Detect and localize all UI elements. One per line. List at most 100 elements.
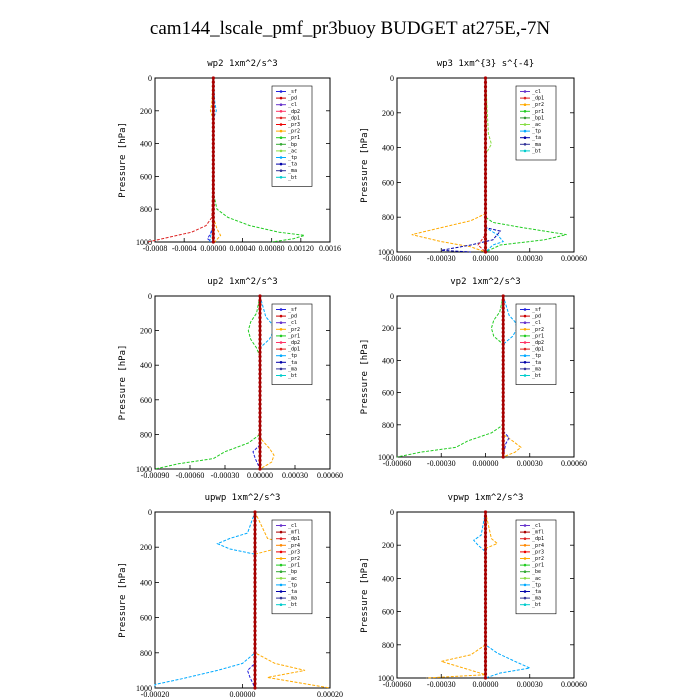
series-marker [211, 158, 215, 162]
series-marker [253, 532, 257, 536]
series-marker [501, 330, 505, 334]
legend-marker [279, 321, 283, 325]
y-tick-label: 0 [148, 508, 152, 517]
series-marker [211, 105, 215, 109]
series-marker [483, 150, 488, 154]
legend-entry: _pd [288, 314, 297, 320]
series-marker [501, 306, 505, 310]
series-marker [483, 119, 488, 124]
series-marker [483, 668, 488, 672]
y-axis-label: Pressure [hPa] [118, 562, 128, 638]
series-marker [501, 362, 505, 367]
series-marker [501, 342, 505, 346]
series-marker [258, 354, 262, 359]
series-marker [483, 233, 488, 237]
y-tick-label: 600 [140, 396, 152, 405]
legend-entry: _ta [532, 360, 541, 366]
y-tick-label: 1000 [136, 465, 152, 474]
series-marker [483, 215, 488, 219]
series-marker [253, 668, 257, 673]
series-marker [483, 518, 488, 522]
y-axis-label: Pressure [hPa] [360, 557, 370, 633]
series-marker [211, 203, 215, 207]
legend-marker [279, 530, 283, 534]
legend-marker [279, 596, 283, 600]
series-marker [211, 228, 215, 232]
series-marker [211, 88, 215, 92]
series-marker [501, 407, 505, 411]
series-marker [258, 458, 262, 462]
series-marker [483, 250, 488, 254]
y-tick-label: 200 [382, 324, 394, 333]
series-marker [253, 624, 257, 629]
legend-entry: _dp1 [532, 347, 544, 353]
series-marker [211, 232, 215, 236]
legend-marker [523, 374, 527, 377]
series-marker [253, 585, 257, 589]
series-marker [253, 558, 257, 563]
legend-entry: _ac [288, 148, 297, 154]
series-marker [483, 167, 488, 171]
series-marker [501, 423, 505, 427]
legend-marker [523, 524, 527, 527]
x-tick-label: 0.00040 [230, 244, 256, 253]
legend-marker [523, 90, 527, 93]
legend-entry: _ma [532, 596, 541, 602]
x-tick-label: -0.00020 [141, 690, 170, 699]
series-marker [258, 393, 262, 398]
legend-entry: _pr1 [532, 109, 544, 115]
series-marker [483, 146, 488, 150]
legend-marker [279, 156, 283, 159]
x-tick-label: 0.00060 [561, 254, 587, 263]
series-marker [483, 672, 488, 676]
legend-entry: _dp2 [532, 340, 544, 346]
x-tick-label: -0.00060 [383, 680, 412, 689]
legend-marker [279, 583, 283, 587]
legend-box [271, 303, 313, 385]
legend-entry: _ma [288, 596, 297, 602]
series-marker [258, 450, 262, 454]
legend-entry: _ac [532, 122, 541, 128]
series-marker [211, 154, 215, 158]
series-marker [483, 93, 488, 97]
legend-entry: _ta [288, 589, 297, 595]
legend-marker [523, 143, 527, 146]
legend-marker [279, 176, 283, 179]
y-tick-label: 800 [140, 649, 152, 658]
chart-title: wp2 1xm^2/s^3 [207, 59, 277, 69]
chart-title: upwp 1xm^2/s^3 [205, 493, 281, 503]
series-marker [501, 314, 505, 318]
x-tick-label: 0.00000 [473, 459, 499, 468]
series-marker [483, 132, 488, 137]
legend-marker [523, 149, 527, 153]
legend-entry: _mfl [288, 530, 300, 536]
legend-entry: _tp [532, 353, 541, 359]
legend-marker [279, 557, 283, 560]
series-marker [483, 535, 488, 539]
series-line-dp1 [154, 295, 261, 470]
series-marker [258, 367, 262, 372]
series-marker [258, 363, 262, 367]
y-tick-label: 400 [382, 356, 394, 365]
series-marker [211, 166, 215, 170]
series-marker [483, 618, 488, 622]
series-marker [501, 451, 505, 455]
y-axis-label: Pressure [hPa] [360, 127, 370, 203]
series-marker [483, 228, 488, 232]
legend-entry: _bt [532, 373, 541, 379]
legend-marker [523, 550, 527, 554]
series-marker [501, 366, 505, 371]
legend-box [515, 303, 557, 385]
series-marker [483, 531, 488, 535]
series-marker [483, 185, 488, 189]
y-tick-label: 0 [390, 508, 394, 517]
legend-marker [523, 577, 527, 580]
y-tick-label: 0 [148, 292, 152, 301]
legend-entry: _pr1 [532, 333, 544, 339]
chart-title: wp3 1xm^{3} s^{-4} [437, 59, 535, 69]
series-marker [483, 180, 488, 184]
series-marker [483, 556, 488, 560]
x-tick-label: 0.00080 [259, 244, 285, 253]
legend-marker [279, 328, 283, 331]
chart-panel-1: wp2 1xm^2/s^3 0 200 400 600 800 1000-0.0008 -0.… [118, 59, 341, 253]
